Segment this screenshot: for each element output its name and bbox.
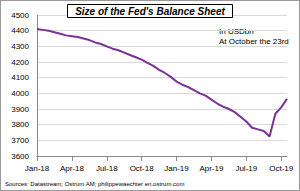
svg-text:Oct-18: Oct-18: [130, 164, 155, 173]
svg-text:At October the 23rd: At October the 23rd: [219, 37, 289, 46]
svg-text:Jan-19: Jan-19: [164, 164, 189, 173]
svg-text:Jul-19: Jul-19: [235, 164, 257, 173]
svg-text:Size of the Fed's Balance Shee: Size of the Fed's Balance Sheet: [75, 6, 225, 17]
svg-text:3900: 3900: [11, 105, 29, 114]
svg-text:3600: 3600: [11, 152, 29, 161]
svg-text:Sources: Datastream; Ostrum AM: Sources: Datastream; Ostrum AM; philippe…: [5, 181, 184, 187]
svg-text:Oct-19: Oct-19: [269, 164, 294, 173]
svg-text:Apr-18: Apr-18: [60, 164, 85, 173]
svg-text:4500: 4500: [11, 11, 29, 20]
svg-text:In USDbn: In USDbn: [219, 26, 254, 36]
svg-text:4300: 4300: [11, 42, 29, 51]
svg-text:Jul-18: Jul-18: [96, 164, 118, 173]
svg-text:Apr-19: Apr-19: [199, 164, 224, 173]
svg-text:4000: 4000: [11, 89, 29, 98]
svg-text:3700: 3700: [11, 136, 29, 145]
svg-text:4400: 4400: [11, 26, 29, 35]
svg-text:4200: 4200: [11, 58, 29, 67]
svg-text:4100: 4100: [11, 73, 29, 82]
svg-text:Jan-18: Jan-18: [25, 164, 50, 173]
svg-text:3800: 3800: [11, 120, 29, 129]
